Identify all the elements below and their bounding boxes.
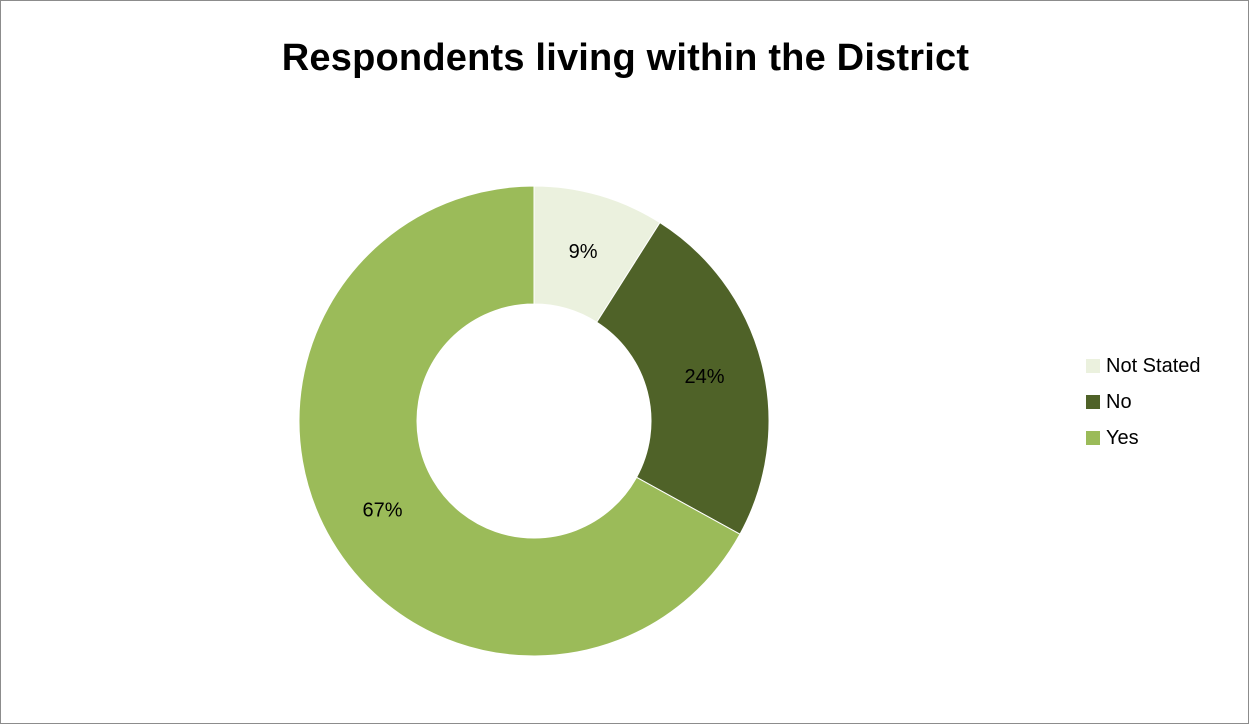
legend-item-no: No — [1086, 384, 1201, 420]
legend-label-yes: Yes — [1106, 426, 1139, 449]
legend-swatch-yes — [1086, 431, 1100, 445]
slice-label-no: 24% — [684, 366, 724, 388]
slice-label-yes: 67% — [362, 500, 402, 522]
chart-title: Respondents living within the District — [281, 37, 970, 79]
slice-no — [596, 221, 770, 535]
legend: Not Stated No Yes — [1086, 348, 1201, 456]
legend-label-no: No — [1106, 390, 1132, 413]
legend-item-yes: Yes — [1086, 420, 1201, 456]
legend-swatch-not-stated — [1086, 359, 1100, 373]
slice-label-not-stated: 9% — [569, 241, 598, 263]
slice-yes — [298, 185, 741, 657]
legend-label-not-stated: Not Stated — [1106, 354, 1201, 377]
legend-item-not-stated: Not Stated — [1086, 348, 1201, 384]
legend-swatch-no — [1086, 395, 1100, 409]
